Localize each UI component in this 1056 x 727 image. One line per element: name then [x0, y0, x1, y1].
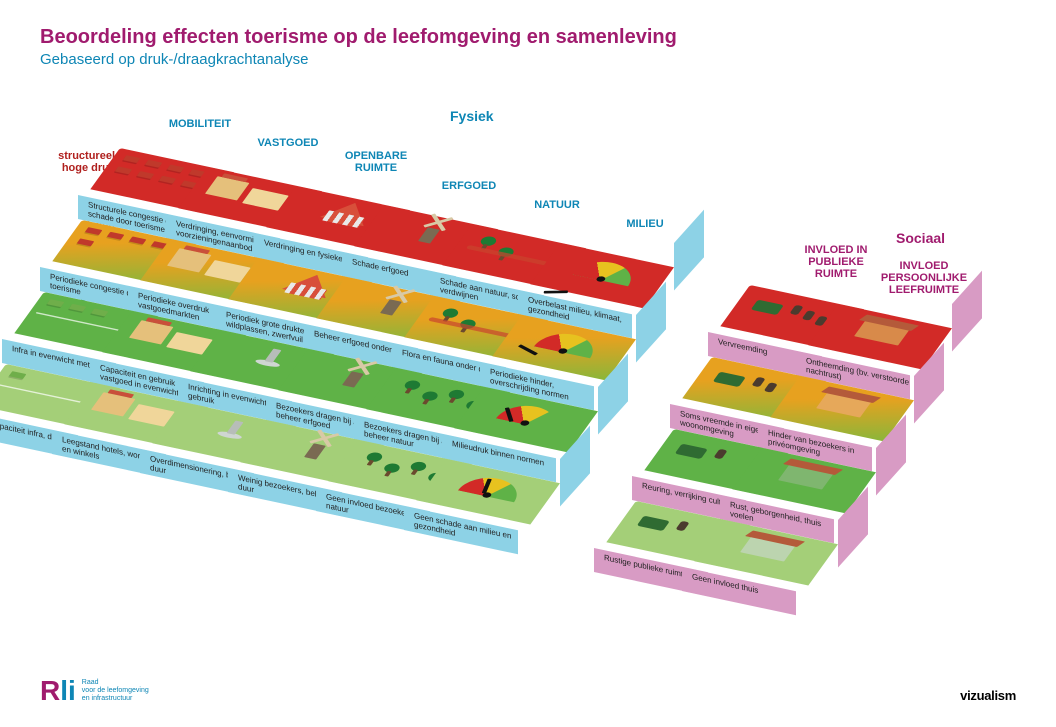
page-subtitle: Gebaseerd op druk-/draagkrachtanalyse [40, 51, 677, 68]
group-header: Sociaal [896, 230, 945, 246]
column-header: NATUUR [512, 199, 602, 211]
tile-persoonlijk-lage: Geen invloed thuis [724, 520, 838, 586]
logo-vizualism: vizualism [960, 688, 1016, 703]
column-header: INVLOED INPUBLIEKE RUIMTE [786, 244, 886, 280]
logo-rli: Rli Raadvoor de leefomgevingen infrastru… [40, 675, 149, 707]
column-header: INVLOED PERSOONLIJKELEEFRUIMTE [874, 260, 974, 296]
tile-milieu-lage: Geen schade aan milieu en gezondheid [446, 459, 560, 525]
infographic-stage: FysiekSociaalstructureelhoge drukpiekenb… [0, 100, 1056, 660]
logo-rli-mark: Rli [40, 675, 76, 707]
column-header: MOBILITEIT [155, 118, 245, 130]
column-header: ERFGOED [424, 180, 514, 192]
column-header: MILIEU [600, 218, 690, 230]
group-header: Fysiek [450, 108, 494, 124]
column-header: OPENBARERUIMTE [331, 150, 421, 174]
column-header: VASTGOED [243, 137, 333, 149]
title-block: Beoordeling effecten toerisme op de leef… [40, 26, 677, 68]
page-title: Beoordeling effecten toerisme op de leef… [40, 26, 677, 49]
logo-rli-text: Raadvoor de leefomgevingen infrastructuu… [82, 679, 149, 702]
